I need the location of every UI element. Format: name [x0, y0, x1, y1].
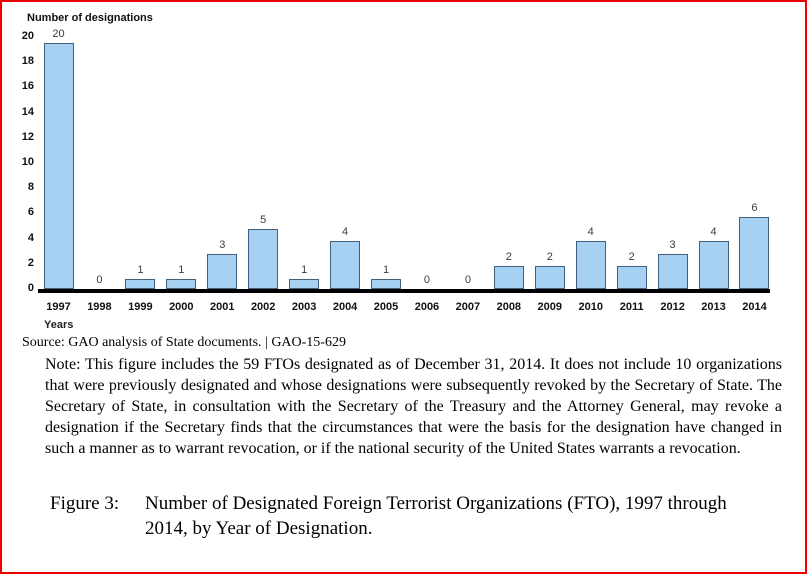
x-tick-2007: 2007: [455, 301, 481, 313]
bar-2013: [698, 241, 729, 289]
bar-2000: [166, 279, 197, 289]
x-tick-2013: 2013: [701, 301, 726, 313]
bar-value-label-2005: 1: [382, 264, 390, 276]
x-tick-2008: 2008: [496, 301, 522, 313]
x-tick-2000: 2000: [169, 301, 194, 313]
y-tick-8: 8: [27, 181, 34, 194]
bar-2005: [371, 279, 402, 289]
x-tick-2009: 2009: [537, 301, 562, 313]
bar-value-label-2002: 5: [260, 214, 267, 226]
bar-2002: [248, 229, 279, 289]
bar-2008: [493, 266, 524, 289]
bar-value-label-2000: 1: [178, 264, 185, 276]
chart-x-axis-title: Years: [44, 319, 74, 331]
bar-2003: [289, 279, 320, 289]
bar-value-label-2009: 2: [546, 251, 553, 263]
x-tick-2010: 2010: [578, 301, 603, 313]
bar-2012: [657, 254, 688, 289]
bar-2014: [739, 217, 770, 289]
y-tick-16: 16: [21, 80, 34, 93]
bar-value-label-2004: 4: [342, 226, 349, 238]
y-tick-0: 0: [27, 282, 34, 294]
y-tick-14: 14: [21, 105, 34, 118]
bar-value-label-2014: 6: [751, 202, 758, 214]
y-tick-18: 18: [21, 55, 34, 68]
bar-2004: [330, 241, 361, 289]
source-line: Source: GAO analysis of State documents.…: [22, 335, 346, 350]
bar-value-label-1997: 20: [52, 28, 65, 40]
x-tick-2014: 2014: [742, 301, 767, 313]
bar-value-label-2003: 1: [301, 264, 308, 276]
x-tick-2006: 2006: [414, 301, 440, 313]
figure-caption-text: Number of Designated Foreign Terrorist O…: [145, 493, 727, 539]
x-tick-2005: 2005: [373, 301, 399, 313]
bar-value-label-2010: 4: [587, 226, 594, 238]
x-tick-2004: 2004: [332, 301, 358, 313]
bar-2009: [534, 266, 565, 289]
x-tick-2002: 2002: [250, 301, 276, 313]
y-tick-10: 10: [21, 156, 34, 168]
y-tick-20: 20: [21, 30, 34, 42]
x-tick-2012: 2012: [660, 301, 685, 313]
y-tick-6: 6: [27, 206, 34, 219]
bar-2010: [575, 241, 606, 289]
bar-1997: [43, 43, 74, 289]
bar-value-label-2001: 3: [219, 239, 226, 251]
bar-2001: [207, 254, 238, 289]
chart-y-axis-title: Number of designations: [27, 12, 153, 24]
bar-value-label-2013: 4: [710, 226, 717, 238]
x-tick-2011: 2011: [619, 301, 644, 313]
bar-value-label-2011: 2: [628, 251, 635, 263]
x-tick-2001: 2001: [210, 301, 235, 313]
x-tick-2003: 2003: [291, 301, 317, 313]
y-tick-2: 2: [27, 256, 34, 269]
bar-value-label-1999: 1: [137, 264, 144, 276]
bar-value-label-2008: 2: [505, 251, 512, 263]
figure-caption-label: Figure 3:: [50, 493, 120, 514]
bar-value-label-2007: 0: [464, 274, 471, 286]
y-tick-12: 12: [21, 130, 34, 143]
y-tick-4: 4: [27, 231, 34, 244]
x-tick-1999: 1999: [128, 301, 153, 313]
x-axis-line: [38, 289, 770, 293]
bar-2011: [616, 266, 647, 289]
bar-1999: [125, 279, 156, 289]
bar-value-label-2006: 0: [423, 274, 431, 286]
x-tick-1998: 1998: [87, 301, 112, 313]
bar-value-label-2012: 3: [669, 239, 676, 251]
bar-value-label-1998: 0: [96, 274, 103, 286]
x-tick-1997: 1997: [46, 301, 71, 313]
note-paragraph: Note: This figure includes the 59 FTOs d…: [45, 356, 782, 457]
bar-chart: Number of designations 0 2 4 6 8 10 12 14 16 18 20…: [2, 2, 805, 334]
figure-caption: Figure 3: Number of Designated Foreign T…: [50, 491, 757, 541]
